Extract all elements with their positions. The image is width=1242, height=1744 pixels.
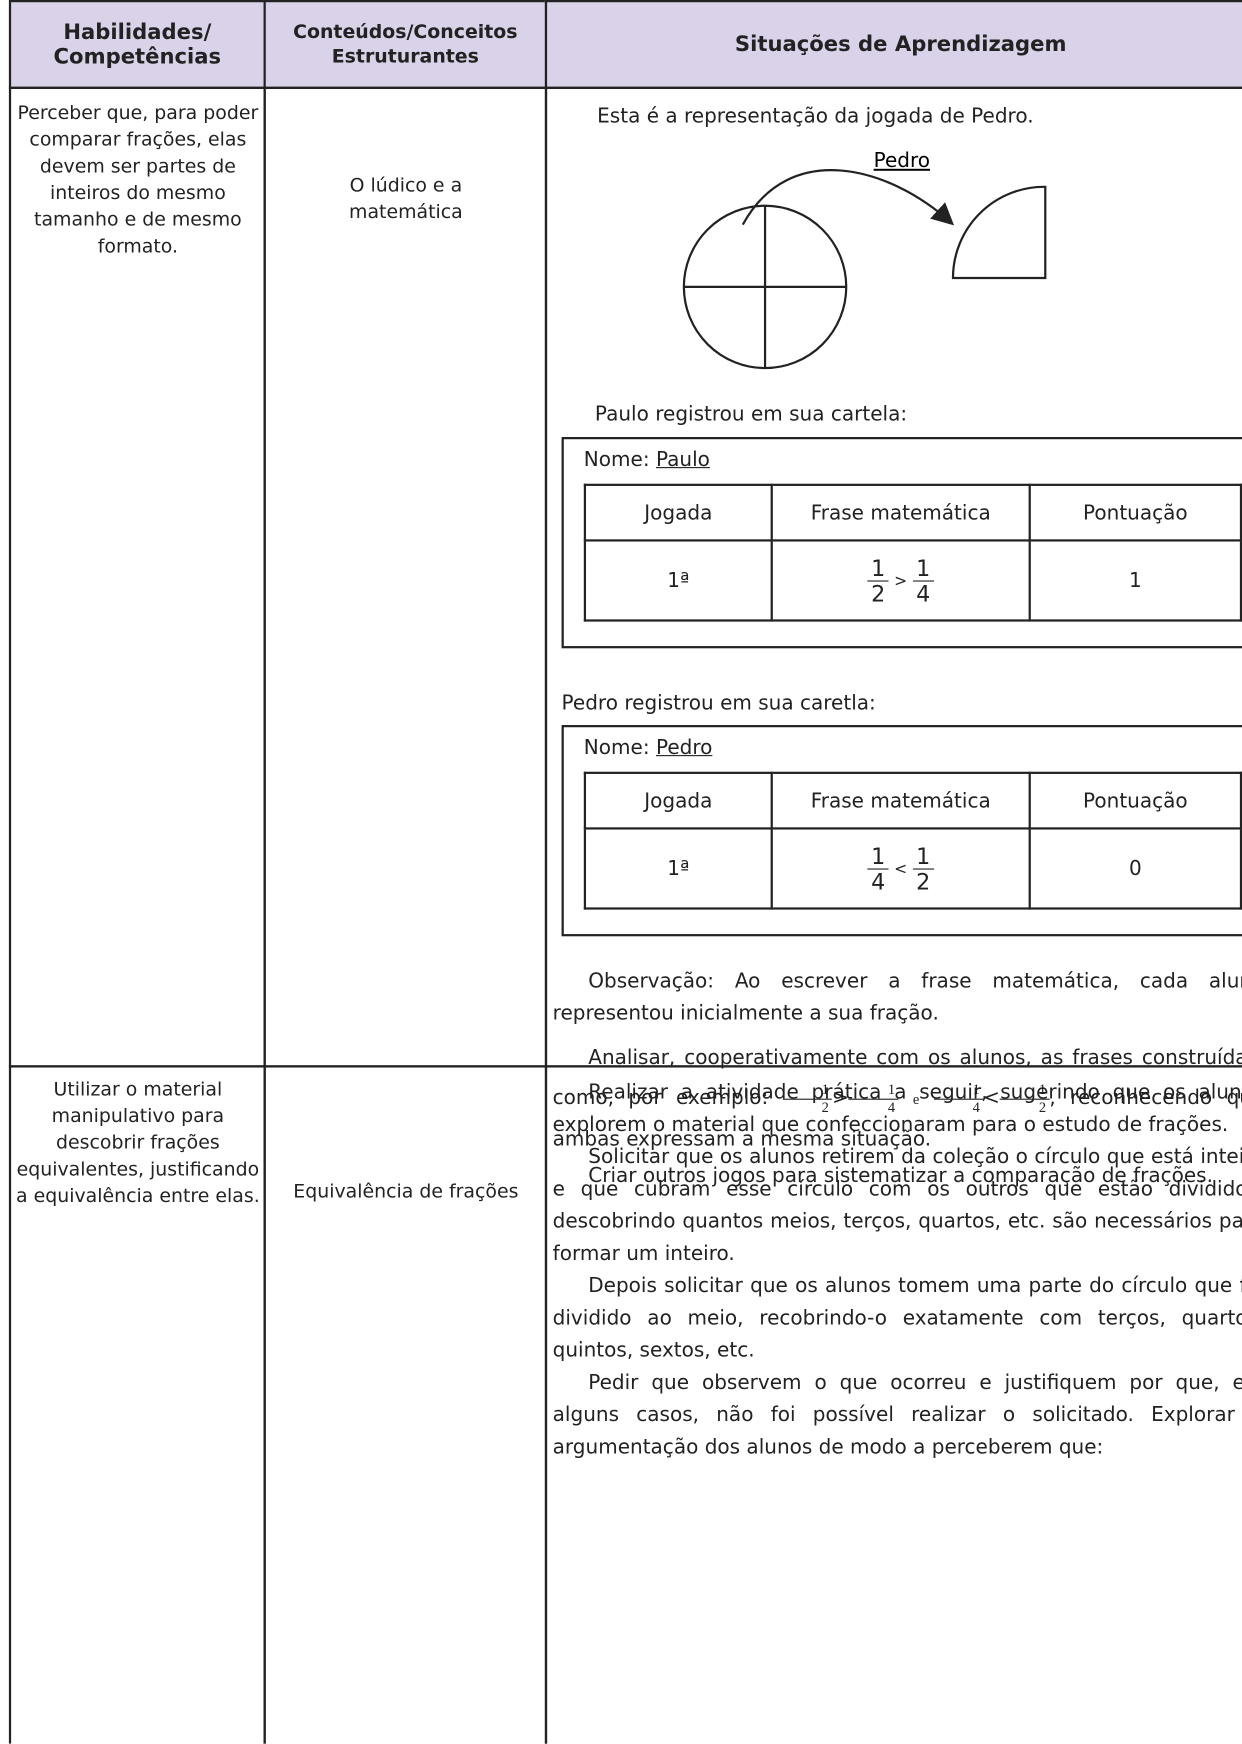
header-cell: Pontuação	[1028, 483, 1242, 542]
header-row: Jogada Frase matemática Pontuação	[583, 483, 1242, 542]
denominator: 2	[1038, 1098, 1047, 1115]
cell	[263, 86, 548, 1068]
text-block: Observação: Ao escrever a frase matemáti…	[553, 965, 1242, 1192]
cell	[263, 1065, 548, 1744]
col-header: Conteúdos/Conceitos Estruturantes	[263, 0, 548, 89]
data-row: 1ª 1 4 <1 2 0	[583, 827, 1242, 910]
name-line: Nome: Paulo	[584, 448, 710, 471]
text: , reconhecendo que ambas expressam a mes…	[552, 1086, 1242, 1151]
paragraph: Pedir que observem o que ocorreu e justi…	[552, 1371, 1242, 1459]
numerator: 1	[782, 1081, 833, 1100]
card: Nome: Pedro Jogada Frase matemática Pontuaç…	[561, 725, 1242, 937]
content: O lúdico e a matemática	[349, 174, 463, 224]
skill: Perceber que, para poder comparar fraçõe…	[17, 102, 259, 258]
analysis: Analisar, cooperativamente com os alunos…	[553, 1039, 1242, 1160]
denominator: 4	[871, 867, 886, 895]
observation: Observação: Ao escrever a frase matemáti…	[552, 969, 1242, 1026]
numerator: 1	[912, 555, 934, 582]
intro: Esta é a representação da jogada de Pedr…	[597, 104, 1034, 128]
denominator: 2	[871, 579, 886, 607]
quarter-piece	[951, 185, 1047, 280]
text: Analisar, cooperativamente com os alunos…	[552, 1046, 1242, 1110]
name: Pedro	[655, 736, 713, 760]
score: 0	[1028, 827, 1242, 910]
score: 1	[1028, 539, 1242, 622]
numerator: 1	[933, 1081, 984, 1100]
card-caption: Paulo registrou em sua cartela:	[594, 402, 908, 426]
denominator: 2	[821, 1098, 829, 1115]
denominator: 4	[887, 1098, 896, 1115]
diagram: Pedro	[682, 148, 1047, 370]
header-cell: Jogada	[583, 483, 773, 542]
name-label: Nome:	[583, 448, 650, 472]
header-row: Jogada Frase matemática Pontuação	[583, 771, 1242, 830]
cell	[544, 1065, 1242, 1744]
denominator: 4	[972, 1098, 980, 1115]
sentence: 1 4 <1 2	[770, 827, 1031, 910]
skill: Utilizar o material manipulativo para de…	[16, 1078, 260, 1208]
play: 1ª	[583, 539, 773, 622]
data-row: 1ª 1 2 >1 4 1	[583, 539, 1242, 622]
numerator: 1	[848, 1081, 899, 1100]
play: 1ª	[583, 827, 773, 910]
numerator: 1	[867, 843, 889, 870]
conj: e	[912, 1090, 920, 1108]
col-header: Habilidades/ Competências	[8, 0, 266, 89]
operator: >	[894, 572, 908, 591]
numerator: 1	[999, 1081, 1050, 1100]
arrow	[741, 169, 955, 226]
operator: >	[832, 1086, 849, 1110]
header-cell: Frase matemática	[770, 771, 1031, 830]
name: Paulo	[655, 448, 710, 472]
content: Equivalência de frações	[293, 1180, 519, 1204]
header-cell: Frase matemática	[770, 483, 1031, 542]
operator: <	[894, 860, 908, 879]
denominator: 4	[916, 579, 931, 607]
text-block: Realizar a atividade prática a seguir, s…	[553, 1076, 1242, 1463]
paragraph: Realizar a atividade prática a seguir, s…	[552, 1080, 1242, 1137]
card-caption: Pedro registrou em sua caretla:	[561, 691, 876, 716]
score-table: Jogada Frase matemática Pontuação 1ª 1 2 >1 4 1	[583, 483, 1242, 622]
header-cell: Pontuação	[1028, 771, 1242, 830]
score-table: Jogada Frase matemática Pontuação 1ª 1 4 <1 2 0	[583, 771, 1242, 910]
sentence: 1 2 >1 4	[770, 539, 1031, 622]
header-cell: Jogada	[583, 771, 773, 830]
operator: <	[983, 1086, 1000, 1110]
card: Nome: Paulo Jogada Frase matemática Pontuaç…	[561, 437, 1242, 649]
closing: Criar outros jogos para sistematizar a c…	[588, 1164, 1213, 1188]
paragraph: Depois solicitar que os alunos tomem uma…	[552, 1274, 1242, 1363]
numerator: 1	[867, 555, 889, 582]
numerator: 1	[912, 843, 934, 870]
diagram-label: Pedro	[874, 148, 930, 172]
paragraph: Solicitar que os alunos retirem da coleç…	[552, 1145, 1242, 1266]
name-line: Nome: Pedro	[584, 736, 713, 759]
name-label: Nome:	[583, 736, 650, 760]
denominator: 2	[916, 867, 931, 895]
col-header: Situações de Aprendizagem	[544, 0, 1242, 89]
